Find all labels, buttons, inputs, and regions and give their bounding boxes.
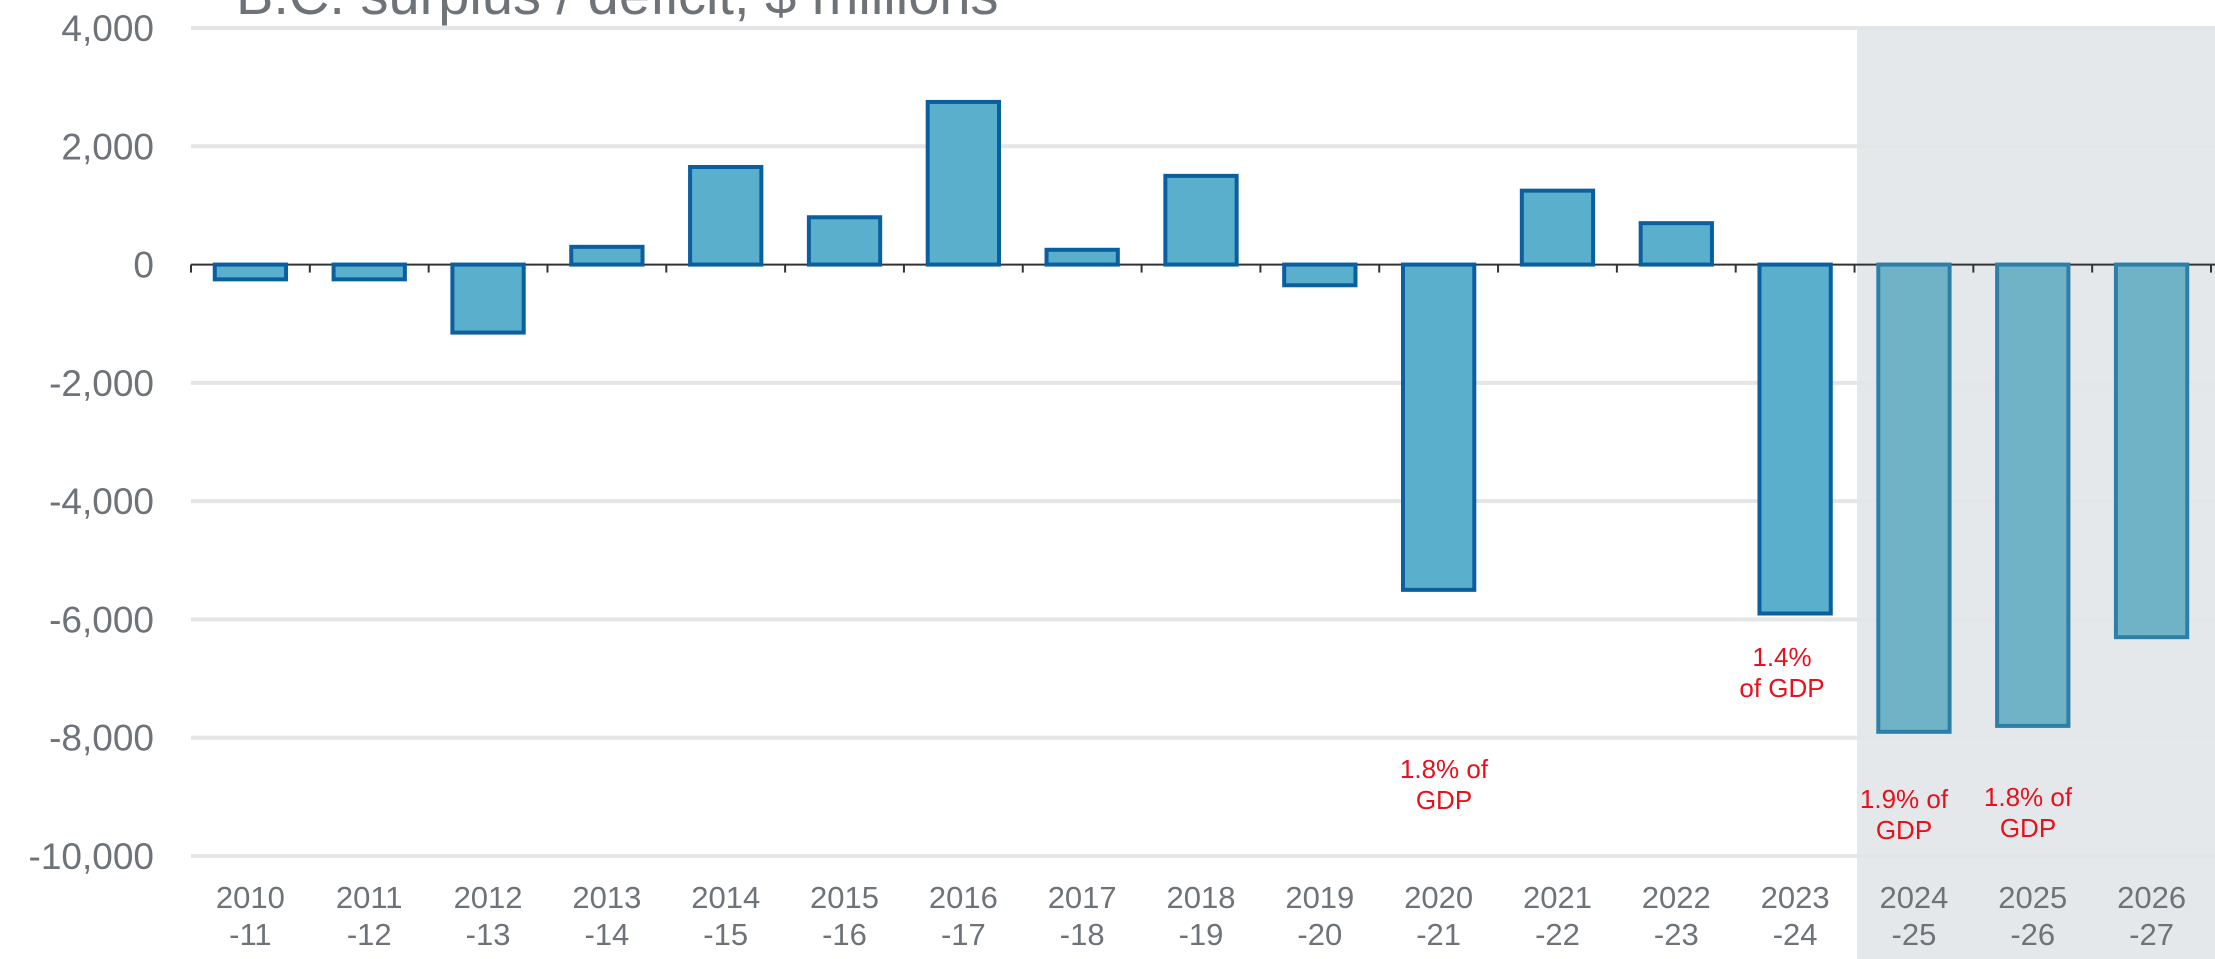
annotation: 1.8% of: [1400, 754, 1489, 784]
bar: [212, 262, 289, 282]
bar: [450, 262, 526, 335]
x-tick-label: 2016: [929, 880, 998, 915]
x-tick-label: -21: [1416, 917, 1461, 952]
bar: [925, 99, 1001, 267]
y-tick-label: 0: [133, 245, 154, 286]
x-tick-label: -16: [822, 917, 867, 952]
x-tick-label: -11: [229, 917, 272, 952]
x-tick-label: -19: [1179, 917, 1224, 952]
x-tick-label: 2018: [1167, 880, 1236, 915]
x-tick-label: -26: [2010, 917, 2055, 952]
x-tick-label: 2021: [1523, 880, 1592, 915]
bar: [1282, 262, 1358, 288]
y-tick-label: -6,000: [49, 599, 154, 640]
x-tick-label: -23: [1654, 917, 1699, 952]
x-tick-label: 2025: [1998, 880, 2067, 915]
x-tick-label: 2019: [1285, 880, 1354, 915]
chart-title: B.C. surplus / deficit, $ millions: [236, 0, 998, 26]
y-tick-label: -2,000: [49, 363, 154, 404]
x-tick-label: -20: [1297, 917, 1342, 952]
y-tick-label: -4,000: [49, 481, 154, 522]
x-tick-label: 2023: [1761, 880, 1830, 915]
x-tick-label: -15: [703, 917, 748, 952]
bar: [1995, 262, 2071, 728]
bar: [1163, 173, 1239, 267]
bar: [1401, 262, 1477, 592]
bar: [1044, 247, 1120, 267]
x-tick-label: -22: [1535, 917, 1580, 952]
annotation: GDP: [2000, 813, 2056, 843]
x-tick-label: -25: [1892, 917, 1937, 952]
annotation: 1.9% of: [1860, 784, 1949, 814]
x-tick-label: 2011: [336, 880, 403, 915]
bar: [2113, 262, 2190, 640]
y-tick-label: 2,000: [61, 126, 154, 167]
annotation: 1.8% of: [1984, 782, 2073, 812]
x-tick-label: -17: [941, 917, 986, 952]
bar: [569, 244, 645, 267]
x-tick-label: 2010: [216, 880, 285, 915]
x-tick-label: 2026: [2117, 880, 2186, 915]
bar: [1638, 221, 1714, 267]
x-tick-label: -13: [466, 917, 511, 952]
x-tick-label: 2015: [810, 880, 879, 915]
y-tick-label: -10,000: [29, 836, 155, 877]
bar: [1876, 262, 1952, 734]
x-tick-label: -18: [1060, 917, 1105, 952]
x-tick-label: 2012: [454, 880, 523, 915]
annotation: GDP: [1416, 785, 1472, 815]
annotation: 1.4%: [1752, 642, 1811, 672]
x-tick-label: 2017: [1048, 880, 1117, 915]
x-tick-label: 2020: [1404, 880, 1473, 915]
x-tick-label: -14: [584, 917, 629, 952]
x-tick-label: -27: [2129, 917, 2174, 952]
y-tick-label: 4,000: [61, 8, 154, 49]
x-tick-label: -12: [347, 917, 392, 952]
x-tick-label: 2024: [1879, 880, 1948, 915]
bar: [331, 262, 407, 282]
annotation: GDP: [1876, 815, 1932, 845]
x-tick-label: -24: [1773, 917, 1818, 952]
bar: [688, 164, 764, 267]
x-tick-label: 2013: [572, 880, 641, 915]
bar: [1519, 188, 1596, 267]
x-tick-label: 2014: [691, 880, 760, 915]
bar: [1757, 262, 1833, 616]
x-tick-label: 2022: [1642, 880, 1711, 915]
y-tick-label: -8,000: [49, 718, 154, 759]
bar: [806, 215, 883, 267]
annotation: of GDP: [1739, 673, 1824, 703]
